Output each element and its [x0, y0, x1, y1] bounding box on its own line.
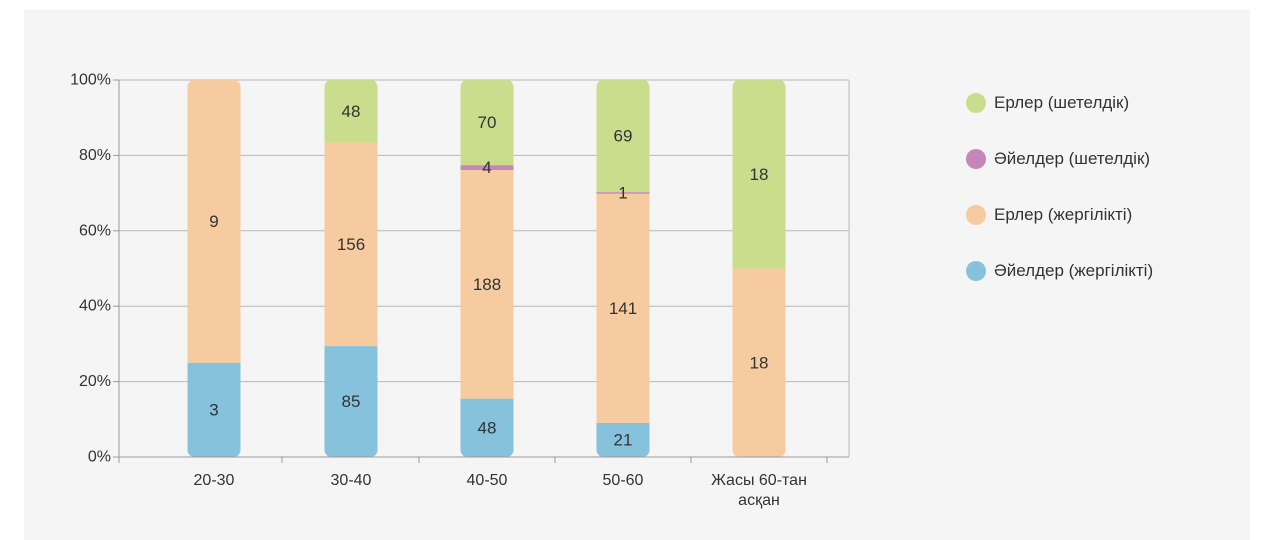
- legend-swatch-icon: [966, 93, 986, 113]
- y-tick-label: 60%: [79, 222, 111, 239]
- y-tick-label: 40%: [79, 298, 111, 315]
- data-label: 4: [482, 158, 491, 177]
- x-tick-label: 30-40: [331, 472, 372, 489]
- bar-segment: [324, 346, 378, 457]
- x-tick-label: 20-30: [194, 472, 235, 489]
- bar-stack: [596, 80, 650, 457]
- chart-panel: 3 9 85 156 48 48 188 4 70 21 141 1 69 18 18 0% 20% 40% 60…: [24, 10, 1250, 540]
- data-label: 18: [750, 165, 769, 184]
- data-label: 188: [473, 275, 501, 294]
- axes: [113, 79, 849, 463]
- bar-segment: [732, 268, 786, 457]
- legend-label: Ерлер (шетелдік): [994, 93, 1130, 112]
- data-label: 18: [750, 353, 769, 372]
- data-label: 69: [614, 127, 633, 146]
- bars-layer: 3 9 85 156 48 48 188 4 70 21 141 1 69 18 18: [187, 80, 786, 457]
- data-label: 156: [337, 235, 365, 254]
- bar-segment: [324, 142, 378, 347]
- bar-segment: [732, 80, 786, 269]
- bar-segment: [460, 80, 514, 166]
- bar-segment: [596, 192, 650, 194]
- y-tick-label: 80%: [79, 147, 111, 164]
- data-label: 3: [209, 400, 218, 419]
- x-tick-label: 50-60: [603, 472, 644, 489]
- y-tick-label: 0%: [88, 449, 111, 466]
- bar-stack: [187, 80, 241, 457]
- data-label: 1: [618, 183, 627, 202]
- bar-segment: [187, 80, 241, 363]
- bar-segment: [187, 362, 241, 457]
- bar-stack: [460, 80, 514, 457]
- bar-stack: [324, 80, 378, 457]
- legend-item: Ерлер (жергілікті): [966, 203, 1132, 227]
- data-label: 48: [342, 102, 361, 121]
- data-label: 48: [478, 418, 497, 437]
- y-tick-labels: 0% 20% 40% 60% 80% 100%: [70, 72, 111, 466]
- y-tick-label: 100%: [70, 72, 111, 89]
- stacked-bar-chart: 3 9 85 156 48 48 188 4 70 21 141 1 69 18 18 0% 20% 40% 60…: [70, 72, 850, 509]
- data-label: 85: [342, 392, 361, 411]
- x-tick-label: Жасы 60-тан асқан: [711, 472, 807, 509]
- bar-stack: [732, 80, 786, 457]
- x-tick-labels: 20-30 30-40 40-50 50-60 Жасы 60-тан асқан: [194, 472, 807, 509]
- bar-segment: [596, 422, 650, 457]
- bar-segment: [460, 169, 514, 399]
- legend-item: Ерлер (шетелдік): [966, 91, 1129, 115]
- bar-segment: [324, 80, 378, 143]
- y-tick-label: 20%: [79, 373, 111, 390]
- bar-segment: [596, 193, 650, 423]
- bar-segment: [460, 165, 514, 170]
- legend-label: Ерлер (жергілікті): [994, 205, 1133, 224]
- legend-label: Әйелдер (жергілікті): [994, 261, 1154, 280]
- legend-item: Әйелдер (жергілікті): [966, 259, 1153, 283]
- legend-swatch-icon: [966, 149, 986, 169]
- bar-segment: [460, 398, 514, 457]
- data-label: 70: [478, 113, 497, 132]
- legend-swatch-icon: [966, 205, 986, 225]
- legend-swatch-icon: [966, 261, 986, 281]
- data-label: 141: [609, 299, 637, 318]
- bar-segment: [596, 80, 650, 193]
- legend-item: Әйелдер (шетелдік): [966, 147, 1150, 171]
- data-label: 9: [209, 212, 218, 231]
- legend-label: Әйелдер (шетелдік): [994, 149, 1151, 168]
- x-tick-label: 40-50: [467, 472, 508, 489]
- data-label: 21: [614, 430, 633, 449]
